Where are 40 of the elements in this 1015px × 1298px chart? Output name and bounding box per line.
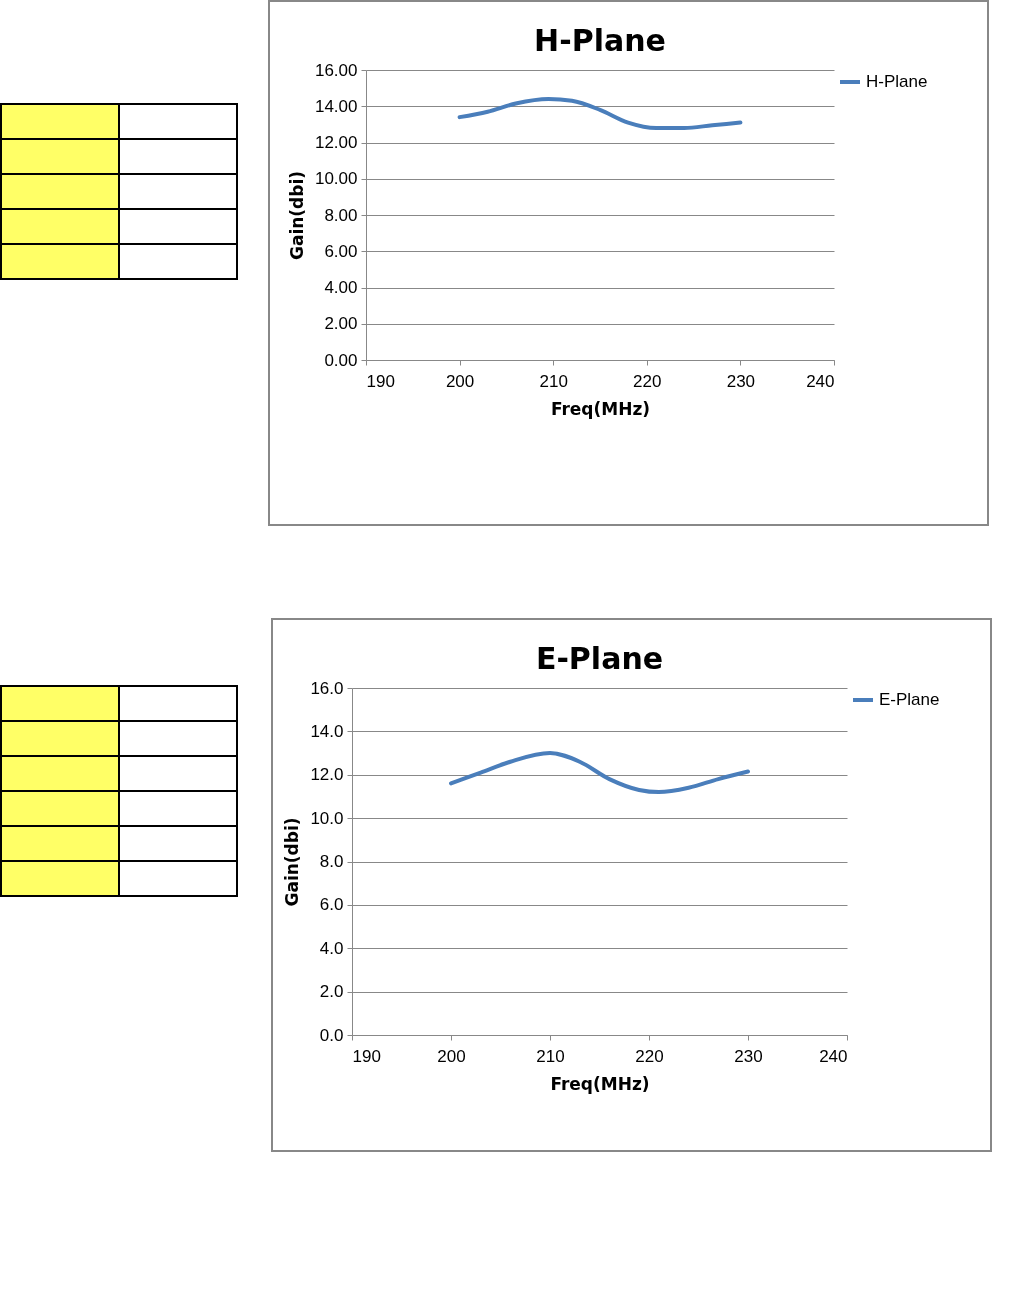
x-tick-label: 200 <box>437 1046 466 1066</box>
x-tick-label: 190 <box>352 1046 381 1066</box>
y-tick-label: 6.0 <box>319 895 344 915</box>
x-axis-title: Freq(MHz) <box>550 1073 650 1094</box>
y-axis-title: Gain(dbi) <box>286 170 307 261</box>
y-tick-label: 4.0 <box>319 938 344 958</box>
x-tick-label: 210 <box>539 371 568 391</box>
y-tick-label: 10.0 <box>310 808 344 828</box>
y-tick-label: 12.00 <box>314 133 358 152</box>
y-tick-label: 2.0 <box>319 982 344 1002</box>
x-tick-label: 220 <box>635 1046 664 1066</box>
y-tick-label: 14.0 <box>310 721 344 741</box>
y-tick-label: 14.00 <box>314 96 358 116</box>
y-tick-label: 10.00 <box>314 169 358 189</box>
x-tick-label: 200 <box>445 371 475 391</box>
line-series <box>457 97 743 130</box>
y-tick-label: 0.00 <box>324 350 358 370</box>
y-tick-label: 8.0 <box>319 852 344 871</box>
y-tick-label: 16.0 <box>310 678 344 698</box>
y-tick-label: 12.0 <box>310 765 344 785</box>
y-tick-label: 8.00 <box>324 205 358 225</box>
y-tick-label: 2.00 <box>324 314 358 334</box>
x-axis-title: Freq(MHz) <box>550 398 651 419</box>
chart-title: E-Plane <box>535 641 664 676</box>
y-tick-label: 4.00 <box>324 278 358 297</box>
y-tick-label: 6.00 <box>324 241 358 261</box>
y-axis-title: Gain(dbi) <box>282 817 303 907</box>
chart-title: H-Plane <box>534 23 666 58</box>
legend-label: E-Plane <box>879 690 940 709</box>
x-tick-label: 220 <box>633 371 662 391</box>
x-tick-label: 240 <box>819 1046 848 1066</box>
y-tick-label: 16.00 <box>314 60 358 80</box>
legend-label: H-Plane <box>866 72 928 91</box>
x-tick-label: 210 <box>536 1046 565 1066</box>
x-tick-label: 230 <box>734 1046 763 1066</box>
line-series <box>449 751 750 795</box>
x-tick-label: 240 <box>806 371 835 391</box>
x-tick-label: 230 <box>726 371 756 391</box>
y-tick-label: 0.0 <box>319 1025 344 1045</box>
x-tick-label: 190 <box>366 371 395 391</box>
